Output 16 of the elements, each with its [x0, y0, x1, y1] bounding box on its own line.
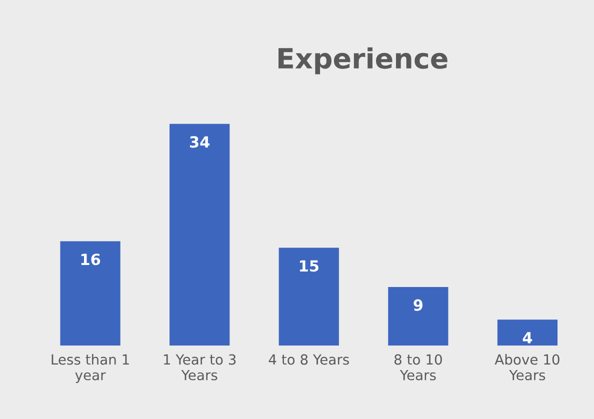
bar: [497, 320, 558, 346]
x-tick-label: Above 10 Years: [494, 354, 560, 380]
bar: [60, 241, 120, 346]
data-label: 4: [522, 332, 532, 344]
data-label: 9: [414, 299, 423, 311]
x-tick-label: 8 to 10 Years: [394, 354, 442, 380]
bar: [278, 248, 339, 346]
x-tick-label: Less than 1 year: [52, 354, 129, 384]
x-tick-label: 4 to 8 Years: [268, 354, 349, 365]
x-tick-label: 1 Year to 3 Years: [164, 354, 236, 380]
data-label: 16: [81, 254, 100, 266]
data-label: 34: [190, 136, 210, 148]
bar: [388, 286, 448, 346]
chart-title: Experience: [278, 47, 448, 74]
bar: [170, 124, 230, 346]
data-label: 15: [300, 260, 318, 272]
